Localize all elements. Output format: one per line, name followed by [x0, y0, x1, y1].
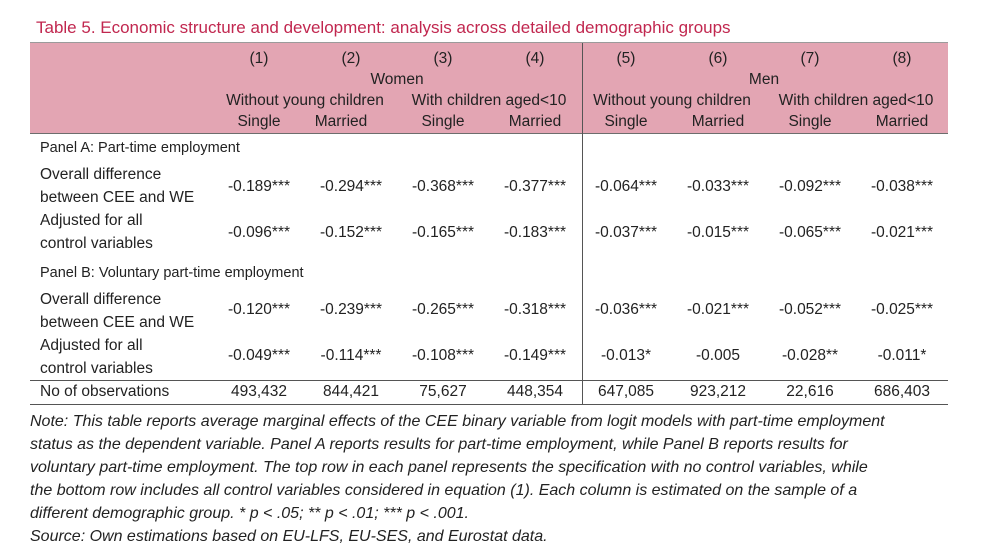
table-cell: -0.025***: [870, 301, 934, 318]
gender-header-men: Men: [748, 71, 780, 88]
table-cell: -0.052***: [778, 301, 842, 318]
table-source: Source: Own estimations based on EU-LFS,…: [30, 528, 548, 545]
table-title: Table 5. Economic structure and developm…: [36, 18, 731, 37]
children-group-header: Without young children: [226, 92, 384, 109]
title-rule: [30, 42, 948, 43]
panel-a-title: Panel A: Part-time employment: [40, 140, 240, 156]
table-cell: -0.021***: [870, 224, 934, 241]
row-label: between CEE and WE: [40, 314, 195, 331]
table-cell: -0.108***: [411, 347, 475, 364]
table-cell: -0.005: [696, 347, 740, 364]
table-cell: -0.065***: [778, 224, 842, 241]
marital-header: Single: [237, 113, 281, 130]
table-cell: -0.152***: [319, 224, 383, 241]
table-cell: -0.092***: [778, 178, 842, 195]
table-note-line: voluntary part-time employment. The top …: [30, 459, 868, 476]
table-note-line: Note: This table reports average margina…: [30, 413, 885, 430]
children-group-header: With children aged<10: [778, 92, 934, 109]
women-men-divider: [582, 43, 583, 404]
observations-cell: 448,354: [506, 383, 564, 400]
observations-cell: 75,627: [419, 383, 467, 400]
observations-cell: 22,616: [786, 383, 834, 400]
table-cell: -0.165***: [411, 224, 475, 241]
table-cell: -0.013*: [601, 347, 651, 364]
observations-label: No of observations: [40, 383, 170, 400]
observations-top-rule: [30, 380, 948, 381]
column-number: (7): [800, 50, 820, 67]
table-cell: -0.038***: [870, 178, 934, 195]
table-cell: -0.189***: [227, 178, 291, 195]
table-cell: -0.028**: [781, 347, 839, 364]
row-label: Overall difference: [40, 166, 162, 183]
row-label: Adjusted for all: [40, 212, 143, 229]
panel-b-title: Panel B: Voluntary part-time employment: [40, 265, 304, 281]
marital-header: Married: [314, 113, 368, 130]
table-cell: -0.318***: [503, 301, 567, 318]
marital-header: Single: [604, 113, 648, 130]
column-number: (1): [249, 50, 269, 67]
row-label: control variables: [40, 235, 153, 252]
row-label: Overall difference: [40, 291, 162, 308]
table-cell: -0.049***: [227, 347, 291, 364]
table-cell: -0.239***: [319, 301, 383, 318]
column-number: (2): [341, 50, 361, 67]
table-cell: -0.377***: [503, 178, 567, 195]
table-cell: -0.015***: [686, 224, 750, 241]
observations-cell: 647,085: [597, 383, 655, 400]
table-cell: -0.096***: [227, 224, 291, 241]
table-cell: -0.036***: [594, 301, 658, 318]
table-note-line: different demographic group. * p < .05; …: [30, 505, 469, 522]
table-cell: -0.114***: [320, 347, 382, 364]
column-number: (5): [616, 50, 636, 67]
table-cell: -0.120***: [227, 301, 291, 318]
observations-cell: 844,421: [322, 383, 380, 400]
gender-header-women: Women: [370, 71, 424, 88]
observations-bottom-rule: [30, 404, 948, 405]
table-note-line: the bottom row includes all control vari…: [30, 482, 858, 499]
column-number: (6): [708, 50, 728, 67]
marital-header: Married: [508, 113, 562, 130]
row-label: Adjusted for all: [40, 337, 143, 354]
row-label: between CEE and WE: [40, 189, 195, 206]
table-cell: -0.294***: [319, 178, 383, 195]
table-header-background: [30, 43, 948, 133]
observations-cell: 686,403: [873, 383, 931, 400]
children-group-header: With children aged<10: [411, 92, 567, 109]
marital-header: Single: [421, 113, 465, 130]
marital-header: Married: [691, 113, 745, 130]
table-cell: -0.149***: [503, 347, 567, 364]
table-cell: -0.037***: [594, 224, 658, 241]
table-cell: -0.011*: [877, 347, 927, 364]
table-cell: -0.183***: [503, 224, 567, 241]
observations-cell: 493,432: [230, 383, 288, 400]
column-number: (3): [433, 50, 453, 67]
row-label: control variables: [40, 360, 153, 377]
column-number: (8): [892, 50, 912, 67]
marital-header: Single: [788, 113, 832, 130]
children-group-header: Without young children: [593, 92, 751, 109]
table-cell: -0.368***: [411, 178, 475, 195]
table-note-line: status as the dependent variable. Panel …: [30, 436, 848, 453]
table-cell: -0.021***: [686, 301, 750, 318]
observations-cell: 923,212: [689, 383, 747, 400]
table-cell: -0.033***: [686, 178, 750, 195]
header-rule: [30, 133, 948, 134]
column-number: (4): [525, 50, 545, 67]
marital-header: Married: [875, 113, 929, 130]
table-cell: -0.064***: [594, 178, 658, 195]
table-cell: -0.265***: [411, 301, 475, 318]
